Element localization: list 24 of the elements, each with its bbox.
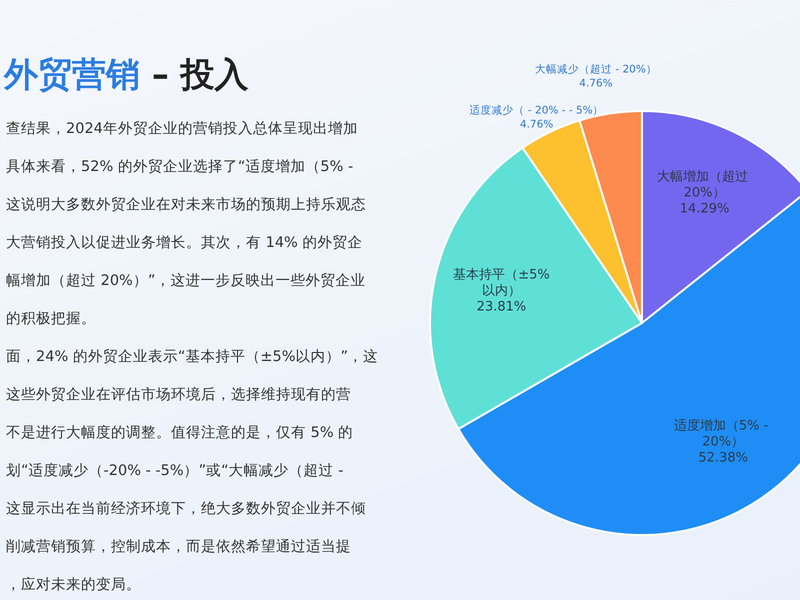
slice-label: 适度减少（ - 20% - - 5%） — [470, 104, 604, 117]
text: 大营销投入以促进业务增长。其次，有 14% 的外贸企 — [6, 234, 364, 253]
slice-label: 大幅增加（超过 20%） — [656, 170, 752, 200]
data-label: 4.76% — [520, 118, 554, 131]
text: 幅增加（超过 20%）”，这进一步反映出一些外贸企业 — [6, 272, 366, 291]
text: 这说明大多数外贸企业在对未来市场的预期上持乐观态 — [6, 196, 367, 215]
text: 的积极把握。 — [6, 310, 97, 329]
data-label: 23.81% — [476, 299, 526, 314]
text: 这显示出在当前经济环境下，绝大多数外贸企业并不倾 — [6, 500, 367, 519]
data-label: 52.38% — [698, 450, 748, 466]
text: 不是进行大幅度的调整。值得注意的是，仅有 5% 的 — [6, 424, 354, 443]
text: 具体来看，52% 的外贸企业选择了“适度增加（5% - — [6, 158, 354, 177]
text: 面，24% 的外贸企业表示“基本持平（±5%以内）”，这 — [6, 348, 378, 367]
data-label: 4.76% — [579, 77, 613, 90]
slice-label: 适度增加（5% - 20%） — [674, 418, 772, 450]
text: 削减营销预算，控制成本，而是依然希望通过适当提 — [6, 538, 352, 557]
text: 这些外贸企业在评估市场环境后，选择维持现有的营 — [6, 386, 352, 405]
text: 划“适度减少（-20% - -5%）”或“大幅减少（超过 - — [6, 462, 345, 481]
data-label: 14.29% — [680, 202, 730, 216]
text: 外贸营销 – 投入 — [4, 54, 249, 97]
slice-label: 大幅减少（超过 - 20%） — [535, 62, 657, 76]
text: ，应对未来的变局。 — [6, 576, 142, 595]
text: 查结果，2024年外贸企业的营销投入总体呈现出增加 — [6, 120, 359, 139]
slice-label: 基本持平（±5%以内） — [453, 267, 550, 298]
